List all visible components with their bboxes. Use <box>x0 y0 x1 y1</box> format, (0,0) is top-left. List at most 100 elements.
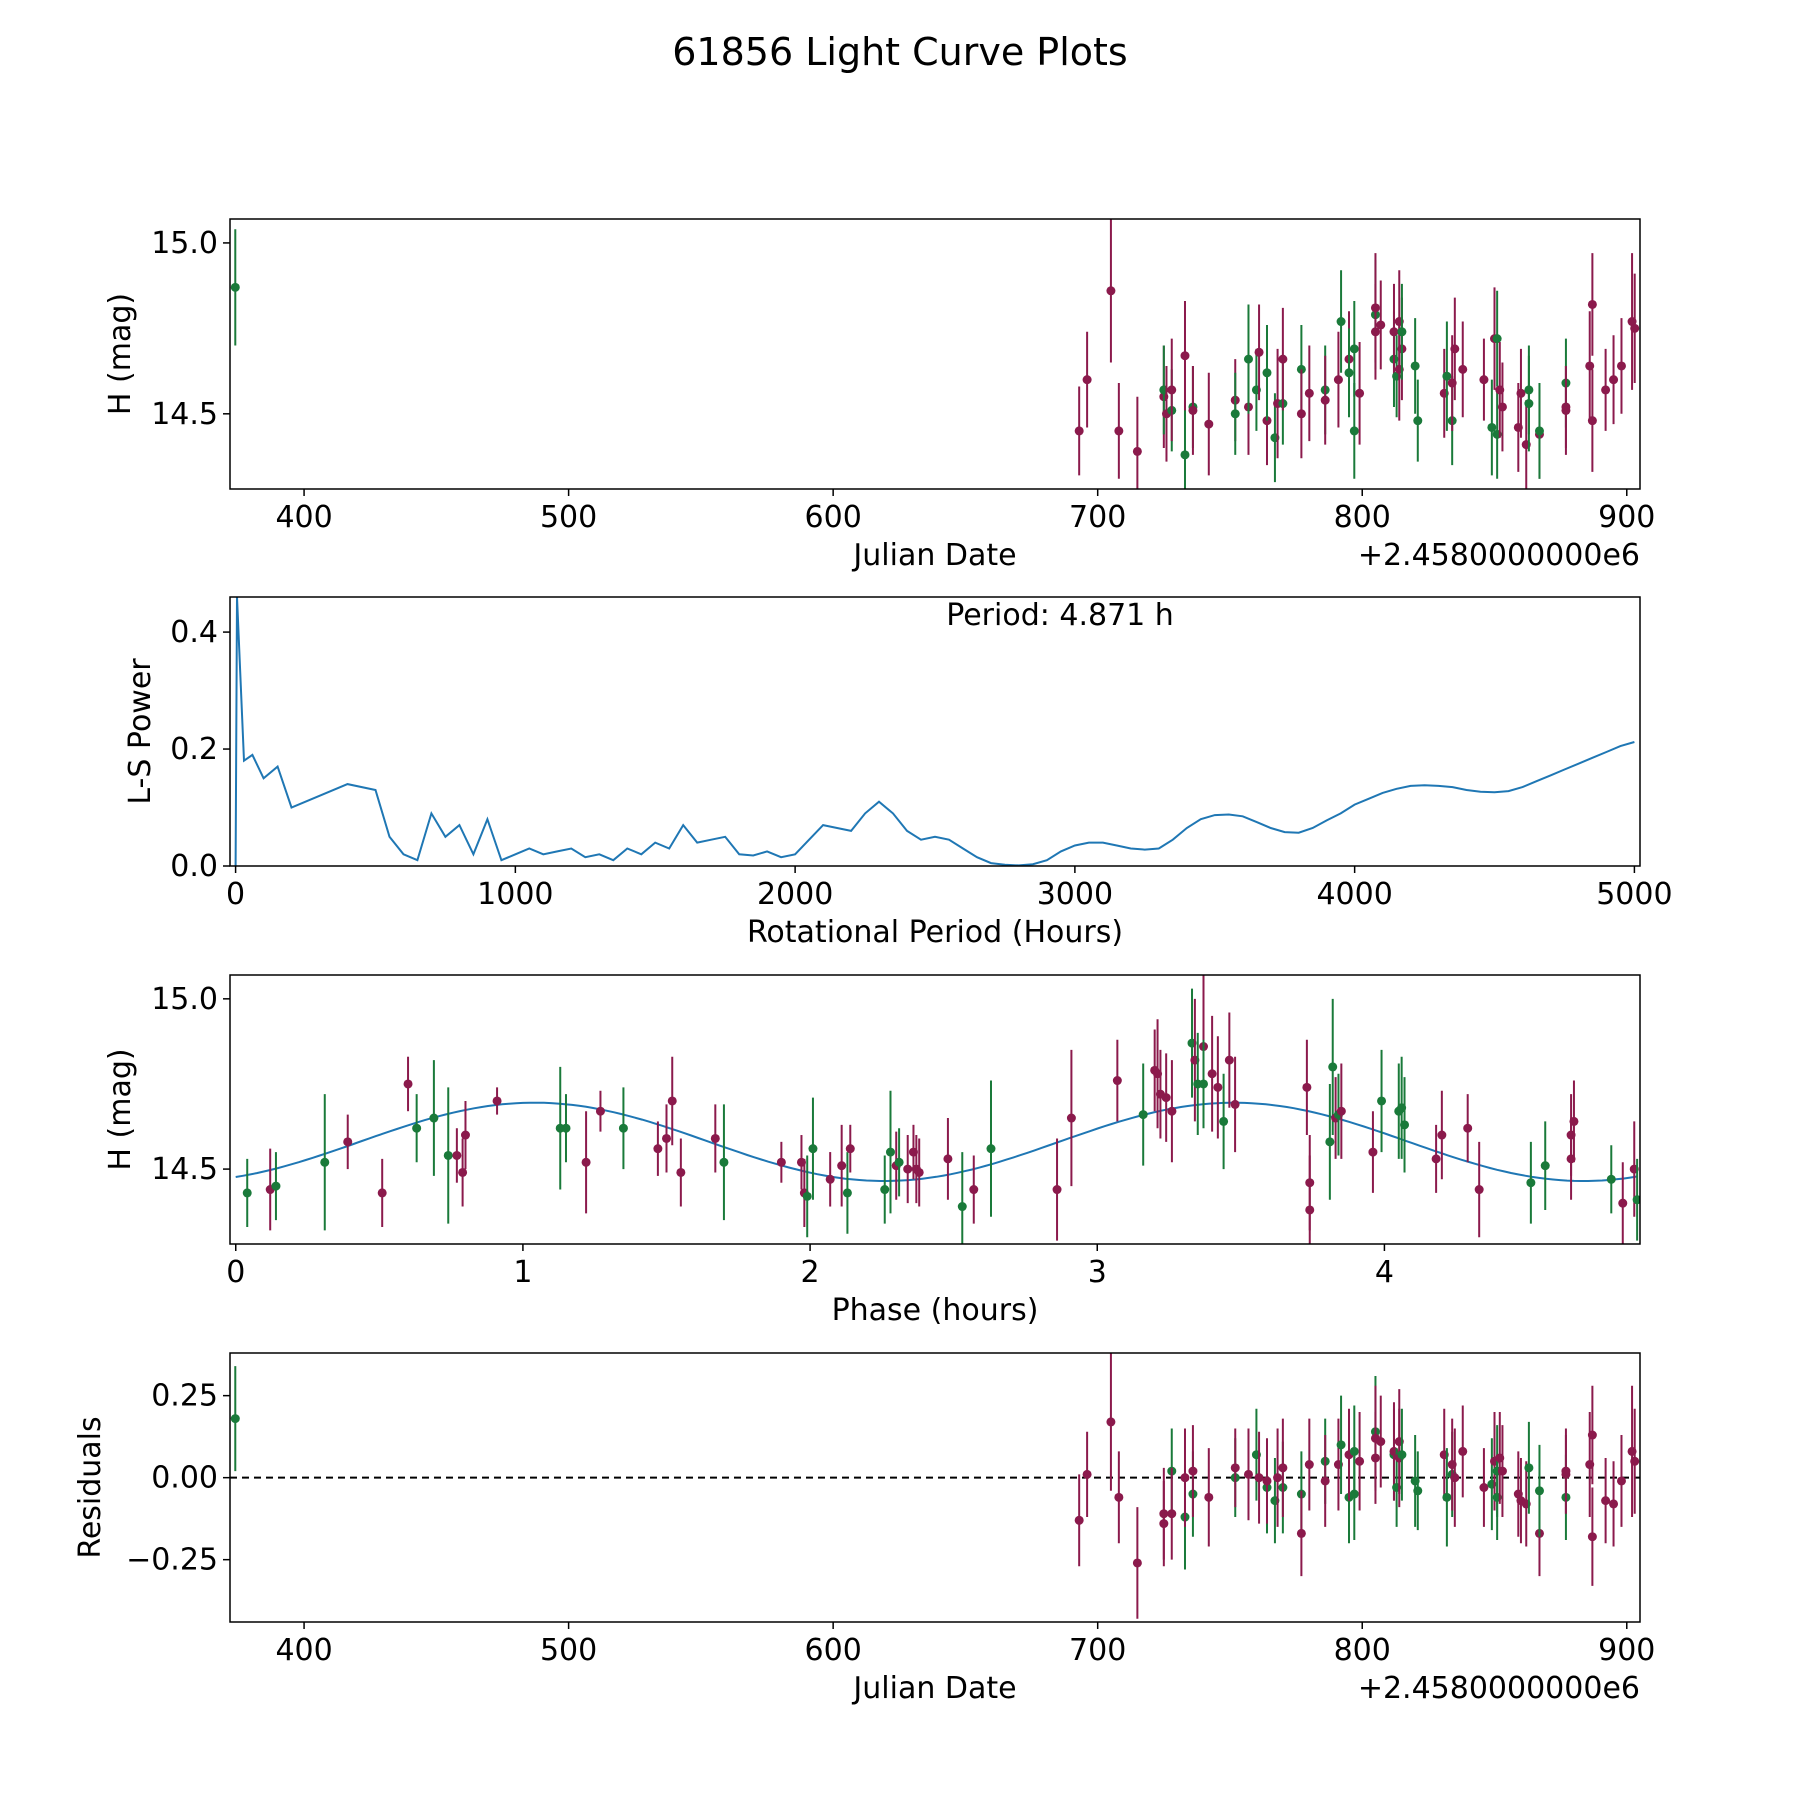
x-tick-label: 3000 <box>1037 877 1113 912</box>
x-tick-label: 5000 <box>1596 877 1672 912</box>
data-point <box>1180 351 1190 361</box>
axes-frame <box>229 1352 1641 1623</box>
data-point <box>1213 1082 1223 1092</box>
data-point <box>1479 1483 1489 1492</box>
data-point <box>1400 1120 1410 1130</box>
data-point <box>1585 361 1595 371</box>
data-point <box>1344 368 1354 378</box>
y-tick-label: 0.0 <box>170 849 218 884</box>
data-point <box>1497 1466 1507 1476</box>
data-point <box>1349 344 1359 354</box>
data-point <box>1066 1113 1076 1123</box>
x-axis-offset-label: +2.4580000000e6 <box>1358 538 1640 573</box>
data-point <box>1304 388 1314 398</box>
data-point <box>894 1157 904 1167</box>
data-point <box>1377 1096 1387 1106</box>
periodogram-panel: 0 1000 2000 3000 4000 5000 0.0 0.2 0.4 Rotational… <box>123 596 1673 950</box>
x-tick-label: 1000 <box>477 877 553 912</box>
data-point <box>1566 1154 1576 1164</box>
data-point <box>885 1147 895 1157</box>
data-point <box>1450 344 1460 354</box>
data-point <box>1132 446 1142 456</box>
data-point <box>1349 1446 1359 1456</box>
data-point <box>676 1167 686 1177</box>
data-point <box>618 1123 628 1133</box>
data-point <box>880 1185 890 1195</box>
x-tick-label: 4000 <box>1316 877 1392 912</box>
data-point <box>1487 422 1497 432</box>
data-point <box>1534 1486 1544 1496</box>
x-tick-label: 4 <box>1375 1255 1394 1290</box>
y-tick-label: 0.00 <box>151 1461 218 1496</box>
data-point <box>1355 388 1365 398</box>
data-point <box>776 1157 786 1167</box>
data-point <box>230 282 240 292</box>
data-point <box>1561 1466 1571 1476</box>
data-point <box>1106 1417 1116 1427</box>
data-point <box>1389 327 1399 337</box>
data-point <box>1397 1450 1407 1460</box>
x-tick-label: 3 <box>1088 1255 1107 1290</box>
data-point <box>903 1164 913 1174</box>
periodogram-line <box>234 597 1635 866</box>
data-point <box>943 1154 953 1164</box>
data-point <box>1349 426 1359 436</box>
data-point <box>845 1144 855 1154</box>
data-point <box>1479 375 1489 385</box>
data-point <box>1587 1532 1597 1542</box>
x-tick-label: 0 <box>226 877 245 912</box>
data-point <box>1082 375 1092 385</box>
data-point <box>1413 1486 1423 1496</box>
data-point <box>452 1150 462 1160</box>
y-tick-label: 0.25 <box>151 1379 218 1414</box>
x-tick-label: 500 <box>540 1633 597 1668</box>
data-point <box>1609 375 1619 385</box>
data-point <box>1561 405 1571 415</box>
data-point <box>1587 1430 1597 1440</box>
x-axis-label: Rotational Period (Hours) <box>747 915 1123 950</box>
data-point <box>581 1157 591 1167</box>
plot-area <box>235 975 1640 1244</box>
data-point <box>1587 416 1597 426</box>
x-tick-label: 400 <box>275 500 332 535</box>
x-axis-label: Phase (hours) <box>832 1293 1039 1328</box>
data-point <box>271 1181 281 1191</box>
data-point <box>1410 361 1420 371</box>
data-point <box>1328 1062 1338 1072</box>
plot-area <box>230 219 1640 489</box>
data-point <box>802 1191 812 1201</box>
x-tick-label: 600 <box>805 500 862 535</box>
data-point <box>1207 1069 1217 1079</box>
data-point <box>403 1079 413 1089</box>
y-axis-label: H (mag) <box>103 1048 138 1170</box>
time-series-panel: 400 500 600 700 800 900 14.5 15.0 Julian Date H (… <box>103 218 1655 573</box>
data-point <box>837 1161 847 1171</box>
data-point <box>1278 1463 1288 1473</box>
data-point <box>1368 1147 1378 1157</box>
data-point <box>1320 1476 1330 1486</box>
y-tick-label: 15.0 <box>151 982 218 1017</box>
data-point <box>1230 1463 1240 1473</box>
data-point <box>1524 385 1534 395</box>
data-point <box>1325 1137 1335 1147</box>
x-tick-label: 900 <box>1598 1633 1655 1668</box>
data-point <box>1630 323 1640 333</box>
data-point <box>1296 1528 1306 1538</box>
x-axis-offset-label: +2.4580000000e6 <box>1358 1671 1640 1706</box>
data-point <box>1630 1456 1640 1466</box>
data-point <box>1296 409 1306 419</box>
data-point <box>1524 1463 1534 1473</box>
data-point <box>1304 1460 1314 1470</box>
y-tick-label: 14.5 <box>151 397 218 432</box>
y-tick-label: 0.2 <box>170 732 218 767</box>
data-point <box>1262 368 1272 378</box>
data-point <box>1180 450 1190 460</box>
x-tick-label: 1 <box>513 1255 532 1290</box>
x-tick-label: 800 <box>1334 500 1391 535</box>
data-point <box>1224 1055 1234 1065</box>
data-point <box>412 1123 422 1133</box>
x-tick-label: 400 <box>275 1633 332 1668</box>
data-point <box>443 1150 453 1160</box>
